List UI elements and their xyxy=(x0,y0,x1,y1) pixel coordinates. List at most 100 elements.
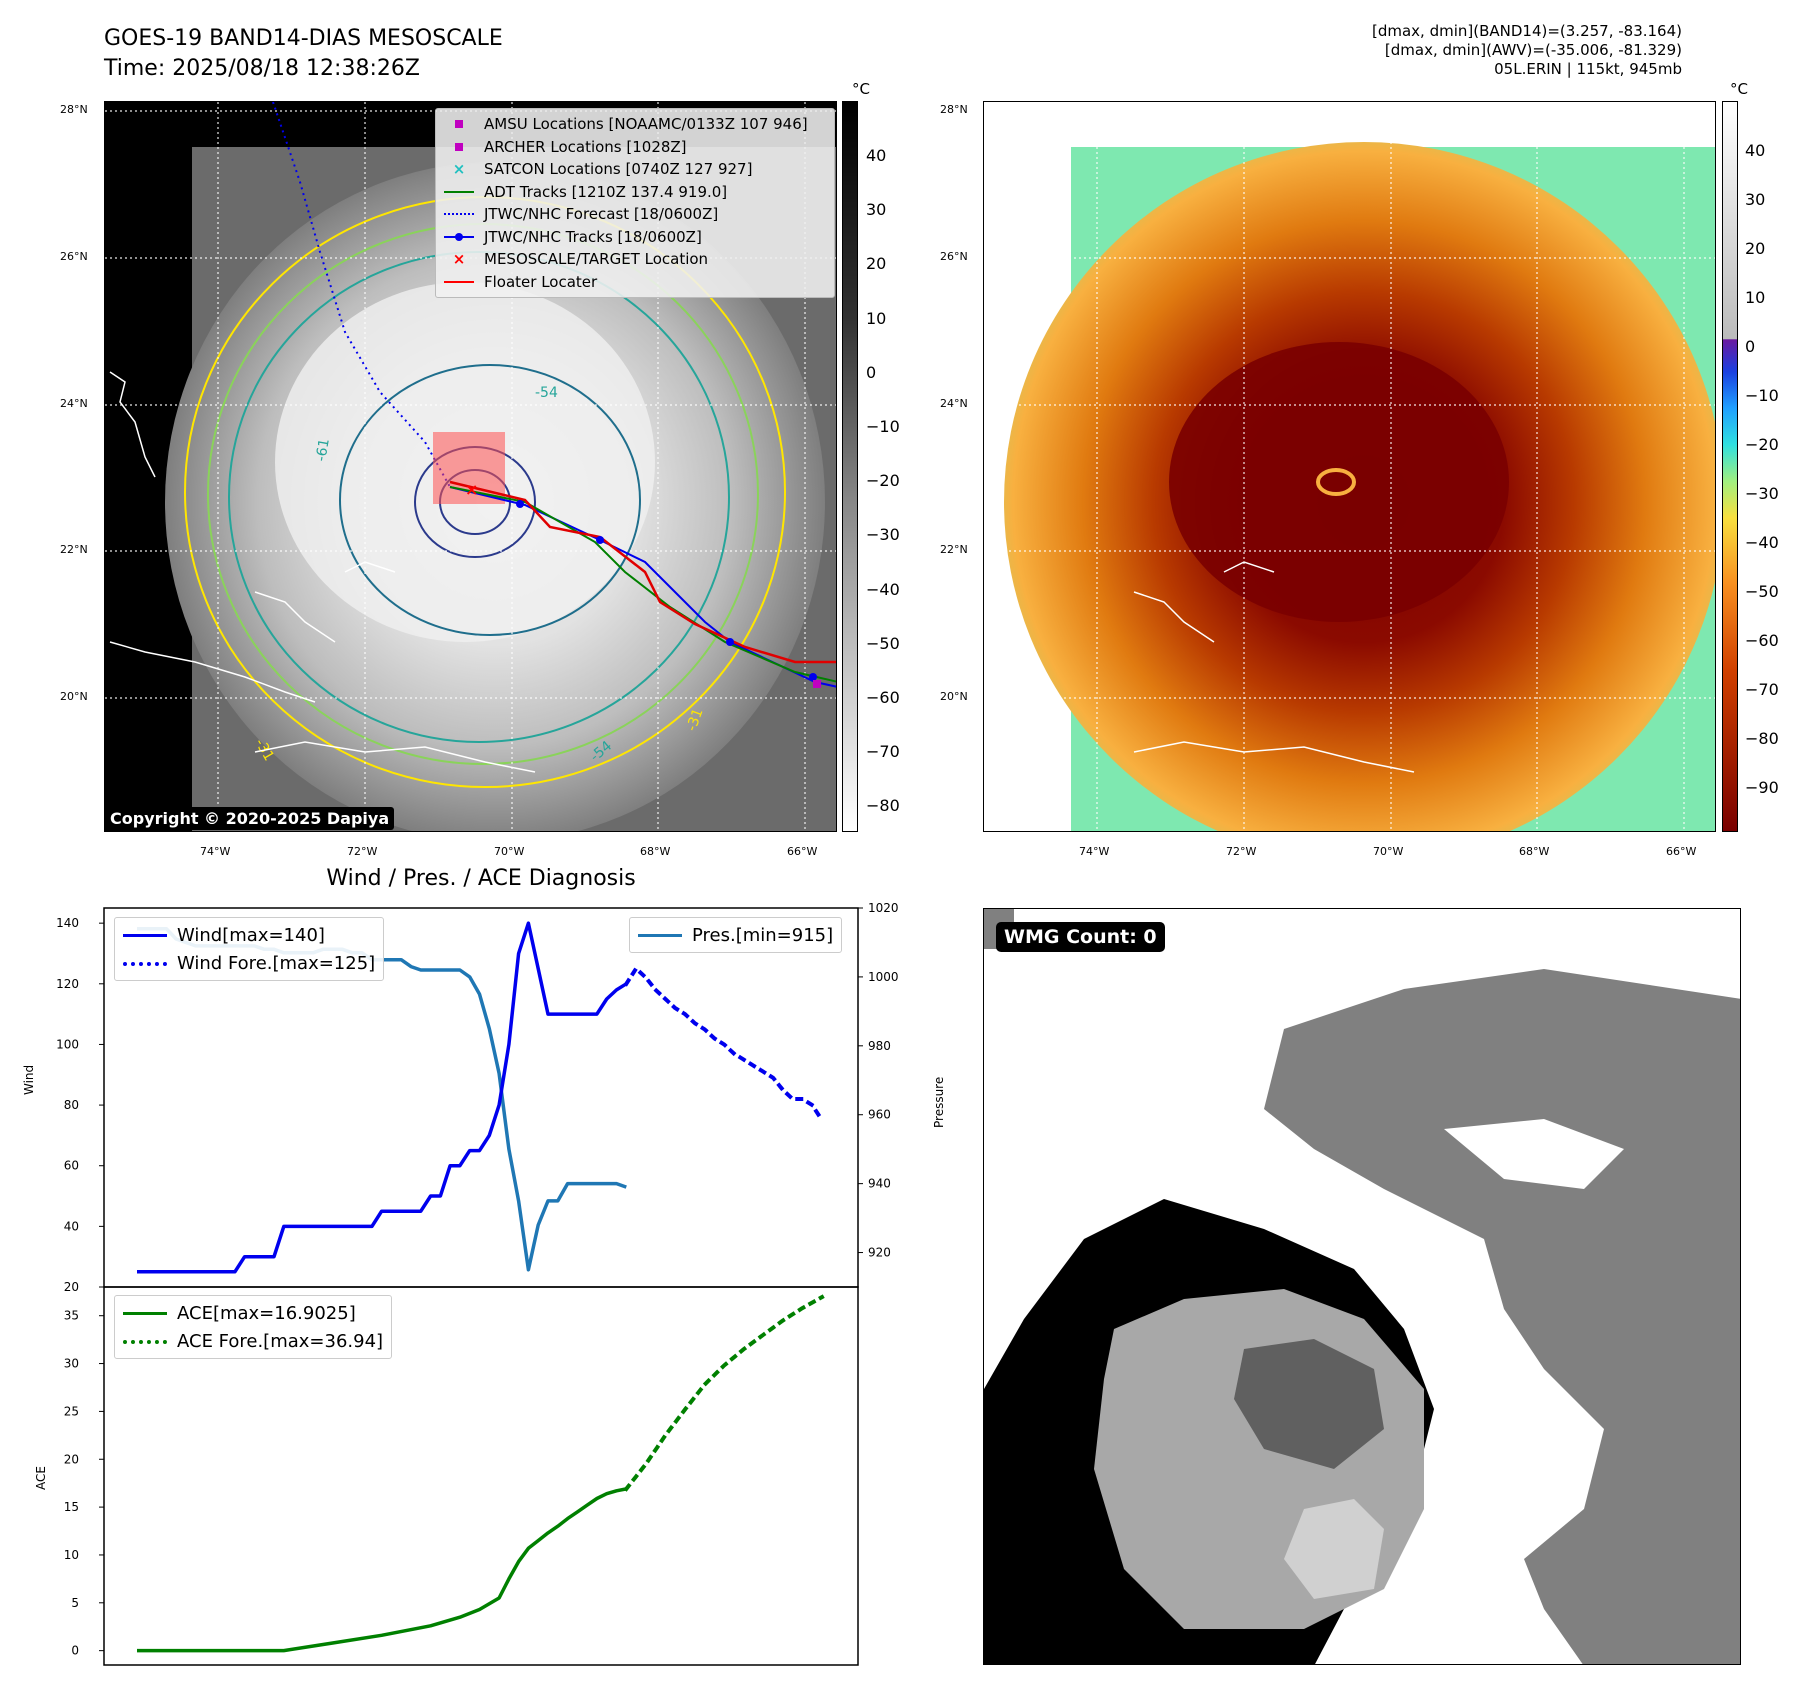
pressure-tick-label: 1000 xyxy=(868,970,899,984)
ace-tick-label: 0 xyxy=(71,1644,79,1658)
info-storm: 05L.ERIN | 115kt, 945mb xyxy=(1494,60,1682,78)
contour-label-c: -31 xyxy=(684,706,707,733)
ace-tick-label: 10 xyxy=(64,1548,79,1562)
lat-label: 28°N xyxy=(940,103,968,116)
legend-amsu: AMSU Locations [NOAAMC/0133Z 107 946] xyxy=(444,113,826,136)
lon-label: 66°W xyxy=(787,845,818,858)
wmg-panel: WMG Count: 0 xyxy=(983,908,1741,1665)
colorbar-tick-label: −80 xyxy=(1745,729,1779,748)
lon-label: 66°W xyxy=(1666,845,1697,858)
lon-label: 70°W xyxy=(494,845,525,858)
colorbar-tick-label: −60 xyxy=(866,688,900,707)
lon-label: 68°W xyxy=(640,845,671,858)
legend-ace: ACE[max=16.9025] xyxy=(123,1299,383,1327)
colorbar-tick-label: −80 xyxy=(866,796,900,816)
wind-tick-label: 140 xyxy=(56,916,79,930)
legend-wind: Wind[max=140] xyxy=(123,921,375,949)
wind-legend: Wind[max=140] Wind Fore.[max=125] xyxy=(114,917,385,981)
lat-label: 24°N xyxy=(60,397,88,410)
colorbar-tick-label: −70 xyxy=(866,742,900,762)
lon-label: 68°W xyxy=(1519,845,1550,858)
colorbar-tick-label: 10 xyxy=(1745,288,1766,307)
info-band14-range: [dmax, dmin](BAND14)=(3.257, -83.164) xyxy=(1371,22,1682,40)
x-marker-icon: × xyxy=(452,250,466,269)
legend-ace-fore: ACE Fore.[max=36.94] xyxy=(123,1327,383,1355)
pressure-tick-label: 920 xyxy=(868,1246,891,1260)
wind-tick-label: 80 xyxy=(64,1098,79,1112)
pressure-tick-label: 980 xyxy=(868,1039,891,1053)
colorbar-tick-label: −20 xyxy=(866,471,900,491)
colorbar-tick-label: 20 xyxy=(866,254,887,274)
dotted-line-icon xyxy=(123,955,167,971)
lon-label: 74°W xyxy=(1079,845,1110,858)
wmg-count-label: WMG Count: 0 xyxy=(996,922,1165,952)
colorbar-tick-label: −70 xyxy=(1745,680,1779,699)
colorbar-tick-label: 20 xyxy=(1745,239,1766,258)
ace-tick-label: 35 xyxy=(64,1309,79,1323)
wind-tick-label: 40 xyxy=(64,1219,79,1233)
legend-wind-fore: Wind Fore.[max=125] xyxy=(123,949,375,977)
colorbar-unit: °C xyxy=(1730,80,1748,98)
cross-marker-icon: × xyxy=(452,160,466,179)
lon-label: 72°W xyxy=(347,845,378,858)
colorbar-unit: °C xyxy=(852,80,870,98)
legend-target: × MESOSCALE/TARGET Location xyxy=(444,248,826,271)
line-icon xyxy=(123,1305,167,1321)
ace-series-line xyxy=(137,1487,627,1653)
pressure-tick-label: 960 xyxy=(868,1108,891,1122)
wind-series-line xyxy=(137,921,628,1274)
colorbar-tick-label: 0 xyxy=(1745,337,1756,356)
colorbar-tick-label: 40 xyxy=(1745,141,1766,160)
ir-map-panel: -54 -61 -31 -54 -31 xyxy=(104,101,837,832)
color-colorbar xyxy=(1722,101,1738,832)
lat-label: 24°N xyxy=(940,397,968,410)
colorbar-tick-label: 30 xyxy=(866,200,887,220)
colorbar-tick-label: −50 xyxy=(1745,582,1779,601)
colorbar-tick-label: −10 xyxy=(1745,386,1779,405)
colorbar-tick-label: −40 xyxy=(866,579,900,599)
ace-tick-label: 30 xyxy=(64,1357,79,1371)
wind-tick-label: 120 xyxy=(56,977,79,991)
lat-label: 22°N xyxy=(940,543,968,556)
ace-tick-label: 25 xyxy=(64,1404,79,1418)
colorbar-tick-label: −20 xyxy=(1745,435,1779,454)
ace-tick-label: 15 xyxy=(64,1500,79,1514)
colorbar-tick-label: 10 xyxy=(866,308,887,328)
line-icon xyxy=(638,927,682,943)
wmg-image xyxy=(984,909,1740,1664)
wind-forecast-series-line xyxy=(623,966,825,1123)
pressure-tick-label: 1020 xyxy=(868,901,899,915)
line-icon xyxy=(444,184,474,200)
info-awv-range: [dmax, dmin](AWV)=(-35.006, -81.329) xyxy=(1384,41,1682,59)
colorbar-tick-label: −90 xyxy=(1745,778,1779,797)
lat-label: 20°N xyxy=(60,690,88,703)
target-x-icon: × xyxy=(465,480,478,499)
pressure-legend: Pres.[min=915] xyxy=(629,917,843,953)
colorbar-tick-label: 30 xyxy=(1745,190,1766,209)
legend-adt: ADT Tracks [1210Z 137.4 919.0] xyxy=(444,181,826,204)
lon-label: 72°W xyxy=(1226,845,1257,858)
lat-label: 28°N xyxy=(60,103,88,116)
diagnosis-title: Wind / Pres. / ACE Diagnosis xyxy=(326,866,636,891)
legend-satcon: × SATCON Locations [0740Z 127 927] xyxy=(444,158,826,181)
grayscale-colorbar xyxy=(842,101,858,832)
ace-tick-label: 5 xyxy=(71,1596,79,1610)
wind-tick-label: 100 xyxy=(56,1037,79,1051)
square-marker-icon xyxy=(444,116,474,132)
colorbar-tick-label: 0 xyxy=(866,362,877,382)
dotted-line-icon xyxy=(444,206,474,222)
legend-pres: Pres.[min=915] xyxy=(638,921,833,949)
contour-label-b: -61 xyxy=(313,437,333,462)
lat-label: 26°N xyxy=(940,250,968,263)
line-dot-icon xyxy=(444,229,474,245)
legend-floater: Floater Locater xyxy=(444,271,826,294)
chart-time: Time: 2025/08/18 12:38:26Z xyxy=(104,56,420,81)
ace-forecast-series-line xyxy=(623,1294,825,1492)
lon-label: 74°W xyxy=(200,845,231,858)
lon-label: 70°W xyxy=(1373,845,1404,858)
colorbar-tick-label: −40 xyxy=(1745,533,1779,552)
lat-label: 20°N xyxy=(940,690,968,703)
ir-legend: AMSU Locations [NOAAMC/0133Z 107 946] AR… xyxy=(435,108,835,298)
line-icon xyxy=(123,927,167,943)
colorbar-tick-label: −50 xyxy=(866,633,900,653)
